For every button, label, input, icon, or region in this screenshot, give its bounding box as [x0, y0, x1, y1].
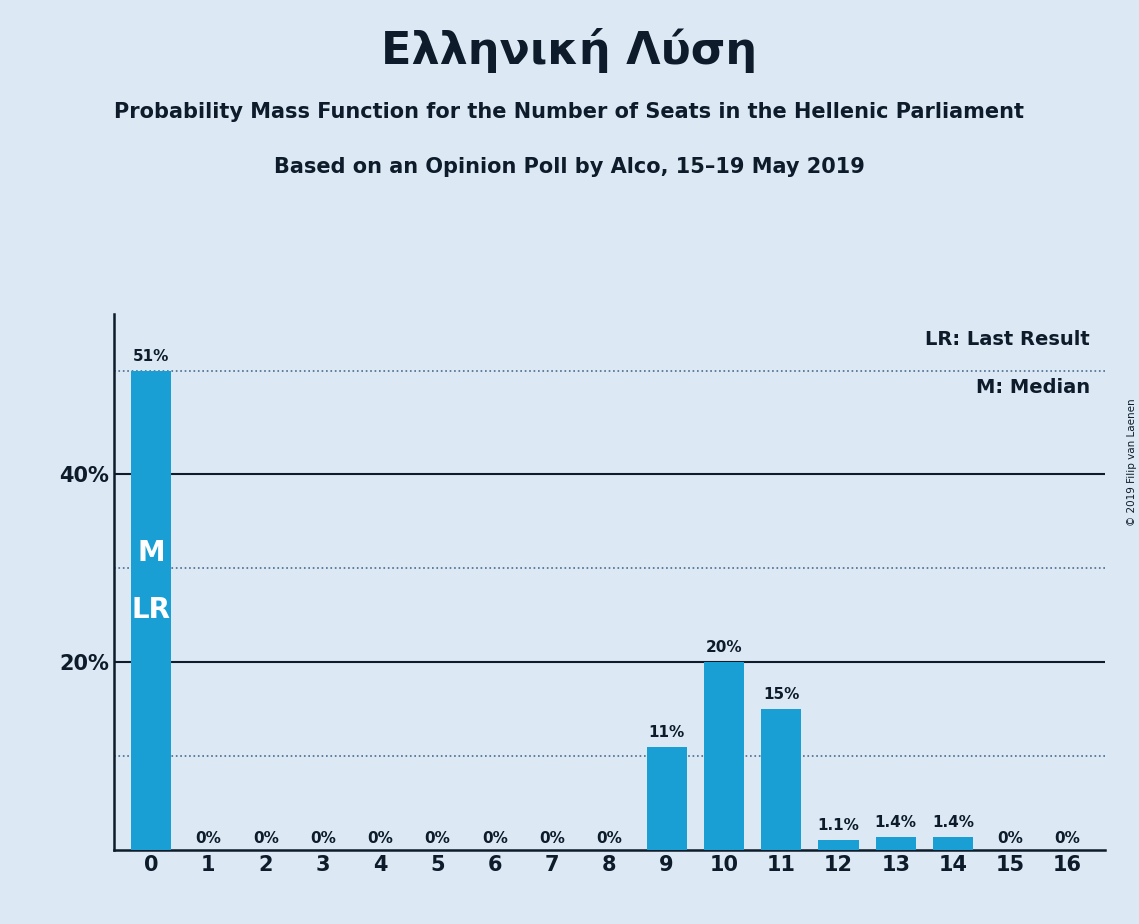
Text: 0%: 0% — [367, 832, 393, 846]
Bar — [704, 662, 744, 850]
Bar — [761, 709, 801, 850]
Text: 0%: 0% — [310, 832, 336, 846]
Text: 0%: 0% — [425, 832, 450, 846]
Text: LR: Last Result: LR: Last Result — [925, 330, 1090, 349]
Text: © 2019 Filip van Laenen: © 2019 Filip van Laenen — [1126, 398, 1137, 526]
Text: 11%: 11% — [648, 725, 685, 740]
Text: 0%: 0% — [539, 832, 565, 846]
Text: 15%: 15% — [763, 687, 800, 702]
Text: 51%: 51% — [133, 349, 170, 364]
Bar — [933, 837, 973, 850]
Text: Ελληνική Λύση: Ελληνική Λύση — [382, 28, 757, 73]
Text: 0%: 0% — [482, 832, 508, 846]
Text: 0%: 0% — [196, 832, 221, 846]
Text: Probability Mass Function for the Number of Seats in the Hellenic Parliament: Probability Mass Function for the Number… — [115, 102, 1024, 122]
Bar — [131, 371, 171, 850]
Text: M: M — [138, 539, 165, 566]
Text: 1.1%: 1.1% — [818, 818, 860, 833]
Text: 0%: 0% — [1055, 832, 1081, 846]
Text: Based on an Opinion Poll by Alco, 15–19 May 2019: Based on an Opinion Poll by Alco, 15–19 … — [274, 157, 865, 177]
Bar — [819, 840, 859, 850]
Text: 0%: 0% — [998, 832, 1023, 846]
Bar — [876, 837, 916, 850]
Text: 0%: 0% — [597, 832, 622, 846]
Text: 1.4%: 1.4% — [875, 815, 917, 831]
Bar — [647, 747, 687, 850]
Text: 1.4%: 1.4% — [932, 815, 974, 831]
Text: M: Median: M: Median — [976, 379, 1090, 397]
Text: 20%: 20% — [706, 640, 743, 655]
Text: LR: LR — [132, 596, 171, 625]
Text: 0%: 0% — [253, 832, 279, 846]
